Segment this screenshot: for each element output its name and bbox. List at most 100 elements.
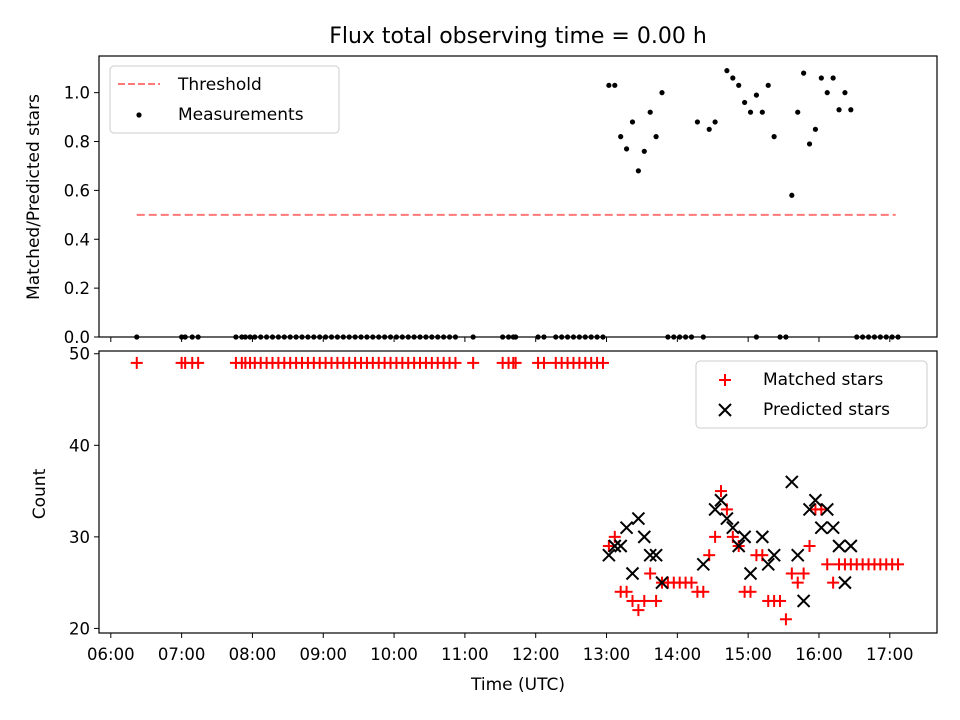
predicted-marker-b — [796, 594, 811, 608]
predicted-marker-b — [814, 521, 829, 535]
predicted-star-marker — [696, 557, 711, 572]
predicted-marker-b — [696, 557, 711, 572]
predicted-marker-b — [649, 548, 663, 562]
x-axis-label: Time (UTC) — [470, 675, 565, 695]
count-axes-frame — [98, 350, 938, 634]
predicted-star-marker — [844, 539, 858, 553]
count-x-tick-label: 07:00 — [158, 645, 206, 664]
count-x-tick-label: 08:00 — [229, 645, 277, 664]
count-x-tick-label: 17:00 — [866, 645, 914, 664]
measurement-point — [753, 92, 760, 98]
matched-star-marker — [709, 530, 722, 543]
ratio-y-tick-label: 0.4 — [64, 230, 90, 249]
ratio-legend-box — [109, 65, 340, 134]
predicted-marker-b — [643, 548, 657, 562]
matched-star-marker — [596, 356, 609, 369]
ratio-x-ticks — [110, 337, 891, 342]
count-y-tick-label: 20 — [69, 619, 90, 638]
ratio-y-tick-label: 0.8 — [64, 133, 90, 152]
measurement-point — [824, 90, 830, 96]
matched-star-marker — [821, 558, 834, 571]
matched-legend-marker — [719, 374, 731, 386]
predicted-marker-b — [820, 502, 834, 517]
ratio-y-tick-label: 0.2 — [64, 279, 90, 298]
matched-star-marker — [509, 356, 522, 369]
predicted-star-marker — [796, 594, 811, 608]
predicted-star-marker — [832, 539, 846, 553]
predicted-star-marker — [608, 539, 622, 553]
predicted-star-marker — [808, 493, 823, 507]
count-y-tick-label: 40 — [69, 436, 90, 455]
predicted-marker-b — [761, 557, 775, 572]
predicted-marker-b — [732, 539, 746, 553]
predicted-star-marker — [637, 530, 651, 544]
count-y-tick-label: 50 — [69, 345, 90, 364]
count-x-tick-label: 06:00 — [87, 645, 135, 664]
predicted-marker-b — [619, 521, 634, 535]
ratio-y-axis-label: Matched/Predicted stars — [24, 94, 44, 300]
predicted-star-marker — [820, 502, 834, 517]
ratio-legend: Threshold Measurements — [109, 65, 340, 134]
measurement-point — [694, 119, 701, 125]
matched-star-marker — [467, 356, 480, 369]
ratio-panel: 0.0 0.2 0.4 0.6 0.8 1.0 Matched/Predicted sta… — [24, 55, 938, 347]
predicted-legend-marker — [718, 403, 732, 417]
measurement-point — [765, 82, 771, 88]
measurement-point — [612, 82, 618, 88]
matched-star-marker — [774, 594, 787, 607]
predicted-marker-b — [726, 521, 740, 535]
count-x-tick-label: 15:00 — [724, 645, 772, 664]
count-legend-box — [695, 360, 928, 429]
measurement-point — [647, 109, 653, 115]
predicted-star-marker — [649, 548, 663, 562]
predicted-marker-b — [720, 511, 734, 526]
ratio-y-tick-label: 0.6 — [64, 181, 90, 200]
ratio-axes-frame — [98, 55, 938, 338]
measurement-point — [635, 168, 641, 174]
predicted-marker-b — [808, 493, 823, 507]
matched-legend-label: Matched stars — [763, 370, 883, 390]
predicted-star-marker — [838, 575, 852, 590]
count-legend: Matched stars Predicted stars — [695, 360, 928, 429]
measurement-point — [724, 68, 730, 74]
count-x-ticks: 06:00 07:00 08:00 09:00 10:00 11:00 12:00 13:00… — [87, 633, 914, 664]
measurement-point — [801, 70, 807, 76]
matched-star-marker — [602, 540, 615, 553]
predicted-marker-b — [625, 566, 640, 581]
matched-star-marker — [620, 585, 633, 598]
predicted-star-marker — [708, 502, 722, 517]
count-panel: 20 30 40 50 06:00 07:00 08:00 09:00 10:00 11:00 1… — [30, 345, 938, 695]
measurement-point — [848, 107, 854, 113]
matched-star-marker — [650, 594, 663, 607]
measurement-point — [842, 90, 848, 96]
measurement-point — [653, 134, 659, 140]
measurement-point — [742, 99, 748, 106]
matched-star-marker — [626, 594, 639, 607]
predicted-star-marker — [631, 511, 646, 526]
predicted-star-marker — [726, 521, 740, 535]
measurement-point — [623, 146, 630, 152]
measurement-point — [795, 109, 801, 115]
predicted-marker-b — [802, 502, 817, 517]
predicted-marker-b — [608, 539, 622, 553]
measurement-point — [806, 141, 813, 147]
measurement-point — [618, 134, 624, 140]
matched-star-marker — [130, 356, 143, 369]
predicted-star-marker — [732, 539, 746, 553]
matched-star-marker — [697, 585, 710, 598]
matched-star-marker — [638, 594, 651, 607]
predicted-star-marker — [655, 575, 669, 590]
predicted-star-marker — [785, 475, 799, 489]
predicted-marker-b — [631, 511, 646, 526]
measurement-point — [759, 109, 765, 115]
count-x-tick-label: 13:00 — [583, 645, 631, 664]
measurement-point — [818, 75, 824, 81]
matched-star-marker — [797, 567, 810, 580]
count-y-axis-label: Count — [30, 468, 50, 519]
matched-star-marker — [715, 485, 728, 498]
predicted-marker-b — [785, 475, 799, 489]
predicted-star-marker — [802, 502, 817, 517]
predicted-star-marker — [619, 521, 634, 535]
predicted-star-marker — [814, 521, 829, 535]
